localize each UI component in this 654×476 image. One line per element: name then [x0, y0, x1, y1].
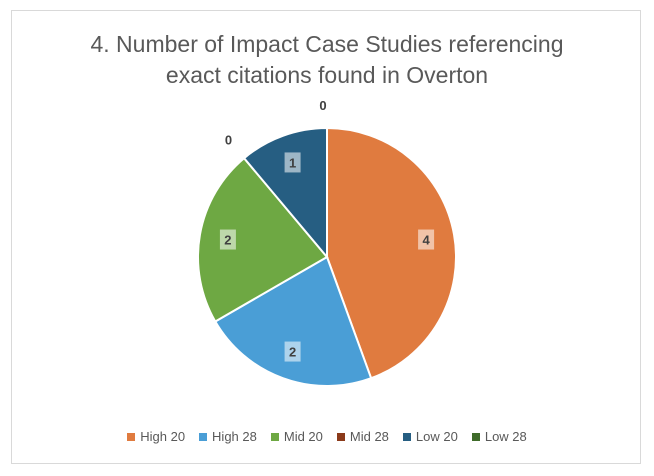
legend-item-high-20: High 20 [127, 429, 185, 444]
legend-item-low-20: Low 20 [402, 429, 458, 444]
legend-label-high-28: High 28 [212, 429, 257, 444]
svg-text:2: 2 [289, 345, 296, 360]
legend-label-low-20: Low 20 [415, 429, 458, 444]
legend-item-mid-20: Mid 20 [270, 429, 323, 444]
chart-frame: 4. Number of Impact Case Studies referen… [11, 10, 641, 464]
svg-text:1: 1 [289, 155, 296, 170]
legend-swatch-low-28 [471, 432, 480, 441]
legend-swatch-mid-20 [270, 432, 279, 441]
pie-slice-high-28 [213, 255, 373, 387]
pie-slice-mid-20 [197, 156, 329, 323]
data-label-mid-20: 2 [219, 229, 236, 250]
legend-item-low-28: Low 28 [471, 429, 527, 444]
svg-text:4: 4 [422, 233, 430, 248]
chart-title-line-2: exact citations found in Overton [165, 62, 489, 88]
chart-title-line-1: 4. Number of Impact Case Studies referen… [90, 31, 564, 57]
legend-item-high-28: High 28 [199, 429, 257, 444]
pie-slice-high-20 [326, 126, 457, 380]
legend-swatch-low-20 [402, 432, 411, 441]
data-label-low-28: 0 [319, 98, 326, 113]
legend: High 20 High 28 Mid 20 Mid 28 Low 20 Low 28 [12, 429, 642, 444]
data-label-low-20: 1 [284, 152, 301, 173]
legend-swatch-high-20 [127, 432, 136, 441]
data-label-mid-28: 0 [225, 132, 232, 147]
data-label-high-28: 2 [284, 341, 301, 362]
legend-swatch-mid-28 [336, 432, 345, 441]
legend-item-mid-28: Mid 28 [336, 429, 389, 444]
legend-swatch-high-28 [199, 432, 208, 441]
chart-title: 4. Number of Impact Case Studies referen… [12, 29, 642, 91]
legend-label-high-20: High 20 [140, 429, 186, 444]
legend-label-low-28: Low 28 [484, 429, 527, 444]
svg-text:2: 2 [224, 233, 231, 248]
pie-chart: 4 2 2 0 1 0 [197, 98, 457, 387]
legend-label-mid-20: Mid 20 [283, 429, 323, 444]
data-label-high-20: 4 [418, 229, 435, 250]
legend-label-mid-28: Mid 28 [349, 429, 389, 444]
pie-slice-low-20 [242, 126, 328, 260]
